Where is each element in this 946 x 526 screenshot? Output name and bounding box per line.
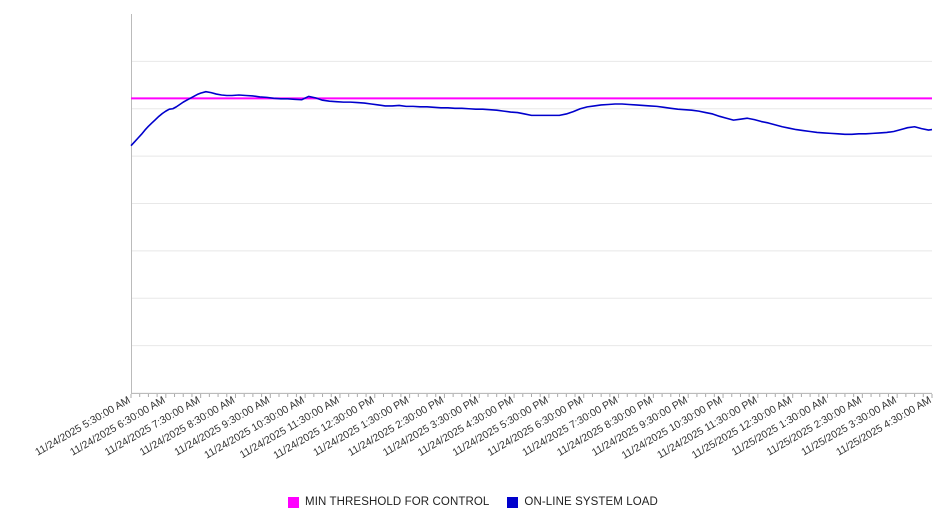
series-on-line-system-load [130,90,933,147]
legend-item-on-line-system-load[interactable]: ON-LINE SYSTEM LOAD [507,496,658,508]
legend-swatch-magenta [288,496,300,508]
load-line [130,90,933,147]
legend-item-min-threshold-for-control[interactable]: MIN THRESHOLD FOR CONTROL [288,496,489,508]
x-axis-tick-marks [130,394,933,398]
legend-swatch-blue [507,496,519,508]
grid-lines [131,60,932,394]
chart-legend: MIN THRESHOLD FOR CONTROL ON-LINE SYSTEM… [0,496,946,508]
legend-label-on-line-system-load: ON-LINE SYSTEM LOAD [524,496,658,508]
legend-label-min-threshold-for-control: MIN THRESHOLD FOR CONTROL [305,496,490,508]
